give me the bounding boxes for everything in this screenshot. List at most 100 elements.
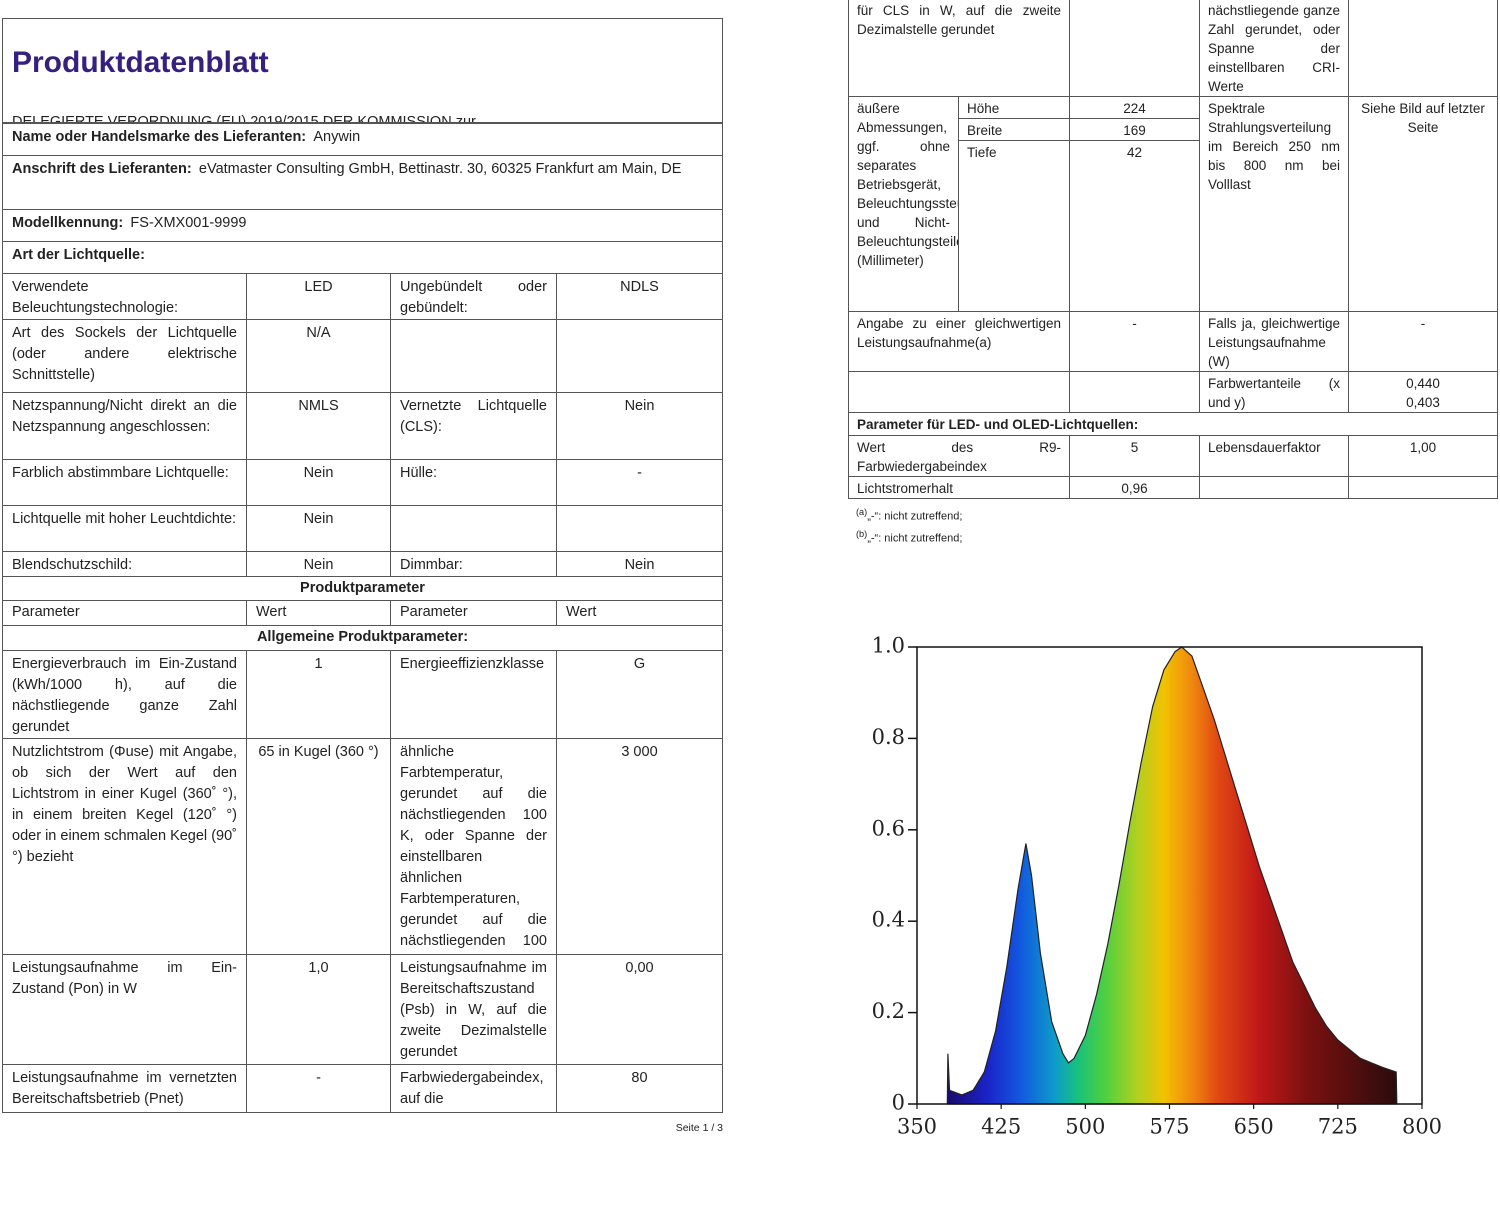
y-tick-label: 0.4	[872, 908, 905, 932]
column-header: Parameter	[2, 600, 247, 626]
spectrum-area	[946, 646, 1398, 1105]
table-cell	[390, 319, 557, 393]
column-header: Parameter	[390, 600, 557, 626]
table-cell: NMLS	[246, 392, 391, 460]
x-tick-label: 500	[1065, 1115, 1105, 1139]
y-tick-label: 1.0	[872, 634, 905, 658]
table-cell: Netzspannung/Nicht direkt an die Netzspa…	[2, 392, 247, 460]
footnote-text: „-“: nicht zutreffend;	[867, 532, 963, 545]
table-cell: Dimmbar:	[390, 551, 557, 577]
dimension-value: 169	[1069, 118, 1200, 141]
y-tick-label: 0.6	[872, 816, 905, 840]
table-cell: Leistungsaufnahme im Bereitschaftszustan…	[390, 954, 557, 1065]
field-value: eVatmaster Consulting GmbH, Bettinastr. …	[198, 161, 682, 177]
table-cell	[556, 319, 723, 393]
table-cell: 3 000	[556, 738, 723, 955]
x-tick-label: 425	[981, 1115, 1021, 1139]
footnote-mark: (b)	[856, 529, 868, 539]
title-block: Produktdatenblatt DELEGIERTE VERORDNUNG …	[2, 18, 723, 123]
table-cell: -	[556, 459, 723, 506]
table-cell	[1348, 476, 1498, 499]
table-cell: Angabe zu einer gleichwertigen Leistungs…	[848, 311, 1070, 372]
title: Produktdatenblatt	[12, 46, 269, 79]
table-cell: 1,0	[246, 954, 391, 1065]
footnote-text: „-“: nicht zutreffend;	[867, 510, 963, 523]
table-cell	[848, 371, 1070, 413]
dimension-name: Tiefe	[958, 140, 1070, 312]
table-cell	[390, 505, 557, 552]
table-cell: NDLS	[556, 273, 723, 320]
table-cell: Hülle:	[390, 459, 557, 506]
table-cell: Nein	[556, 551, 723, 577]
field-value: FS-XMX001-9999	[130, 215, 247, 231]
section-heading: Parameter für LED- und OLED-Lichtquellen…	[848, 412, 1498, 436]
field-row: Art der Lichtquelle:	[2, 241, 723, 274]
table-cell	[1348, 0, 1498, 97]
x-tick-label: 725	[1318, 1115, 1358, 1139]
table-cell: G	[556, 650, 723, 739]
table-cell: Nutzlichtstrom (Φuse) mit Angabe, ob sic…	[2, 738, 247, 955]
table-cell: 65 in Kugel (360 °)	[246, 738, 391, 955]
table-cell: 0,440 0,403	[1348, 371, 1498, 413]
table-cell: Verwendete Beleuchtungstechnologie:	[2, 273, 247, 320]
dimension-name: Höhe	[958, 96, 1070, 119]
column-header: Wert	[246, 600, 391, 626]
dimension-label: äußere Abmessungen, ggf. ohne separates …	[848, 96, 959, 312]
y-tick-label: 0.2	[872, 999, 905, 1023]
y-tick-label: 0.8	[872, 725, 905, 749]
field-label: Anschrift des Lieferanten:	[12, 161, 192, 177]
table-cell: Leistungsaufnahme im Ein-Zustand (Pon) i…	[2, 954, 247, 1065]
field-value: Anywin	[313, 129, 361, 145]
table-cell: Farbwertanteile (x und y)	[1199, 371, 1349, 413]
page-number: Seite 1 / 3	[675, 1122, 723, 1134]
table-cell: N/A	[246, 319, 391, 393]
table-cell: -	[1348, 311, 1498, 372]
field-row: Anschrift des Lieferanten: eVatmaster Co…	[2, 155, 723, 210]
table-cell: Falls ja, gleichwertige Leistungsaufnahm…	[1199, 311, 1349, 372]
table-cell: Wert des R9-Farbwiedergabeindex	[848, 435, 1070, 477]
footnote: (b)„-“: nicht zutreffend;	[850, 522, 1151, 545]
chart: 0 0.2 0.4 0.6 0.8 1.0 350 425 500 575 650 725 800	[872, 634, 1442, 1139]
table-cell: Energieeffizienzklasse	[390, 650, 557, 739]
subtitle: DELEGIERTE VERORDNUNG (EU) 2019/2015 DER…	[12, 114, 476, 123]
table-cell: Nein	[246, 505, 391, 552]
table-cell: Nein	[556, 392, 723, 460]
dimension-value: 42	[1069, 140, 1200, 312]
table-cell: nächstliegende ganze Zahl gerundet, oder…	[1199, 0, 1349, 97]
table-cell: Vernetzte Lichtquelle (CLS):	[390, 392, 557, 460]
table-cell	[1199, 476, 1349, 499]
table-cell: Spektrale Strahlungsverteilung im Bereic…	[1199, 96, 1349, 312]
table-cell: ähnliche Farbtemperatur, gerundet auf di…	[390, 738, 557, 955]
field-label: Modellkennung:	[12, 215, 124, 231]
table-cell: Siehe Bild auf letzter Seite	[1348, 96, 1498, 312]
table-cell: -	[1069, 311, 1200, 372]
column-header: Wert	[556, 600, 723, 626]
table-cell: Lichtquelle mit hoher Leuchtdichte:	[2, 505, 247, 552]
table-cell: Lichtstromerhalt	[848, 476, 1070, 499]
x-tick-label: 350	[897, 1115, 937, 1139]
y-tick-label: 0	[892, 1091, 905, 1115]
table-cell: -	[246, 1064, 391, 1113]
table-cell: 5	[1069, 435, 1200, 477]
table-cell: Nein	[246, 551, 391, 577]
field-row: Modellkennung: FS-XMX001-9999	[2, 209, 723, 242]
x-tick-label: 575	[1149, 1115, 1189, 1139]
field-label: Name oder Handelsmarke des Lieferanten:	[12, 129, 307, 145]
table-cell: Blendschutzschild:	[2, 551, 247, 577]
table-cell: Leistungsaufnahme im vernetzten Bereitsc…	[2, 1064, 247, 1113]
table-cell: Nein	[246, 459, 391, 506]
table-cell: LED	[246, 273, 391, 320]
table-cell: 0,00	[556, 954, 723, 1065]
section-heading: Allgemeine Produktparameter:	[2, 625, 723, 651]
table-cell: für CLS in W, auf die zweite Dezimalstel…	[848, 0, 1070, 97]
footnote: (a)„-“: nicht zutreffend;	[850, 500, 1151, 523]
table-cell: Farblich abstimmbare Lichtquelle:	[2, 459, 247, 506]
table-cell: 1,00	[1348, 435, 1498, 477]
footnote-mark: (a)	[856, 507, 868, 517]
table-cell: 0,96	[1069, 476, 1200, 499]
table-cell: 80	[556, 1064, 723, 1113]
field-row: Name oder Handelsmarke des Lieferanten: …	[2, 123, 723, 156]
table-cell: Energieverbrauch im Ein-Zustand (kWh/100…	[2, 650, 247, 739]
field-label: Art der Lichtquelle:	[12, 247, 145, 263]
